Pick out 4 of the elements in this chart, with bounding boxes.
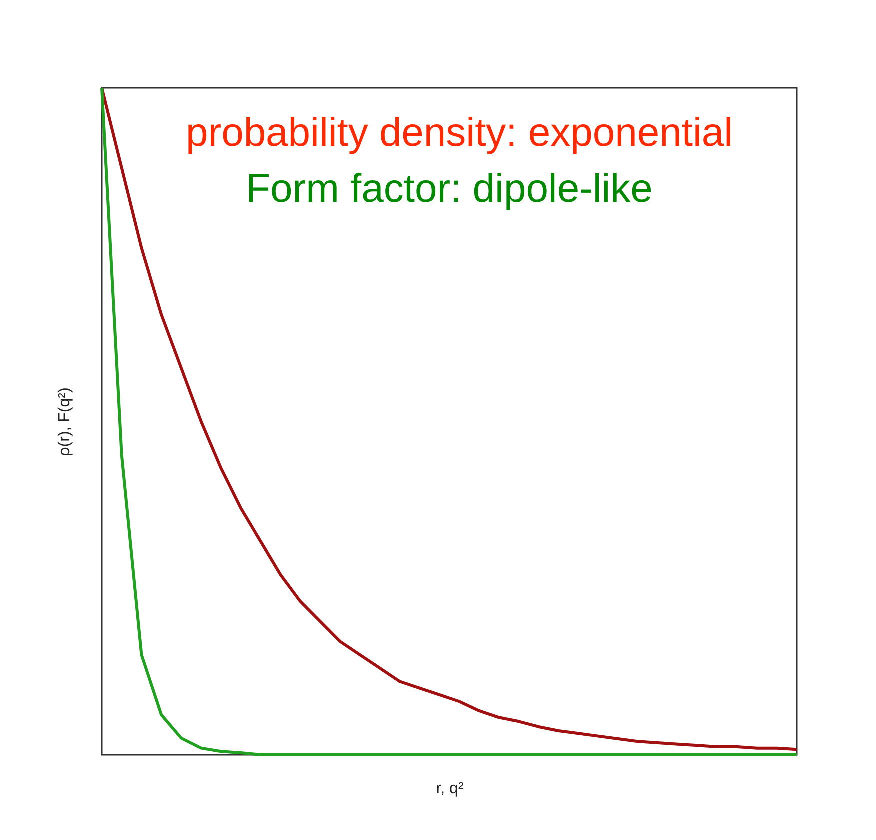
text: probability density: exponential bbox=[186, 111, 734, 155]
y-axis-title: ρ(r), F(q²) bbox=[56, 388, 74, 456]
x-axis-title: r, q² bbox=[436, 780, 464, 798]
text: Form factor: dipole-like bbox=[246, 167, 653, 211]
